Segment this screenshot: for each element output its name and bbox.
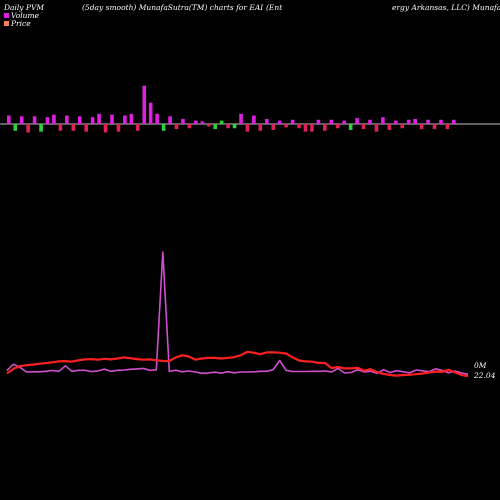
volume-bar [406,119,411,124]
volume-bar [174,124,179,130]
volume-bar [355,118,359,124]
chart-title-part2: (5day smooth) MunafaSutra(TM) charts for… [82,3,264,12]
volume-bar [439,119,443,124]
volume-bar [265,118,269,124]
volume-bar [84,124,88,132]
volume-bar [445,124,450,130]
volume-bar [232,124,237,129]
legend-swatch-volume [4,12,9,18]
volume-bar [110,114,114,124]
volume-bar [252,115,256,124]
volume-bar [316,119,321,124]
volume-bar [226,124,230,129]
volume-bar [348,124,353,130]
price-right-label: 22.04 [474,371,496,380]
chart-title-part3: (Ent [266,3,283,12]
volume-bar [97,113,101,124]
volume-bar [413,118,417,124]
volume-bar [148,102,153,124]
chart-title-part4: ergy Arkansas, LLC) MunafaSutra [392,3,500,12]
chart-title-part1: Daily PVM [4,3,45,12]
volume-bar [116,124,121,132]
volume-bar [187,124,192,129]
volume-bar [329,119,334,124]
volume-bar [65,115,69,124]
price-series-line [6,350,469,378]
volume-bar [103,124,108,133]
volume-right-label: 0M [474,361,487,370]
volume-bar [387,124,392,130]
volume-bar [297,124,301,129]
volume-bar [13,124,18,131]
volume-bar [168,116,172,124]
volume-bar [323,124,327,131]
volume-bar [219,120,224,124]
volume-bar [452,119,456,124]
legend-item-price: Price [4,18,39,28]
volume-bar [213,124,217,130]
volume-bar [155,113,159,124]
volume-bar [374,124,379,132]
volume-bar [32,116,37,124]
legend-item-volume: Volume [4,10,40,20]
volume-bar [142,85,147,124]
volume-bar [271,124,276,130]
legend-label-price: Price [11,18,31,28]
volume-bar [19,116,24,124]
volume-series-line [6,251,469,376]
volume-bar [58,124,63,131]
volume-bar [400,124,405,129]
volume-bar [239,113,243,124]
volume-bar [284,124,288,128]
volume-bar [419,124,424,130]
volume-bar [200,121,205,124]
volume-bar [381,117,385,124]
volume-bar [71,124,76,131]
volume-bar [39,124,43,132]
volume-bar [258,124,263,131]
volume-bar [303,124,308,132]
volume-bar [45,117,50,124]
volume-bar [181,118,185,124]
volume-bar [290,119,295,124]
volume-bar [361,124,366,130]
volume-bar [77,116,82,124]
volume-bar [7,115,11,124]
legend-label-volume: Volume [11,10,40,20]
volume-bar [342,120,346,124]
volume-bar [129,113,134,124]
volume-bar [426,119,430,124]
volume-bar [194,120,198,124]
volume-bar [206,124,211,127]
volume-bar [245,124,250,132]
volume-bar [310,124,314,132]
legend-swatch-price [4,20,9,26]
chart-legend: Volume Price [4,10,40,28]
volume-bar [277,120,282,124]
volume-bar [123,115,127,124]
volume-bar [90,117,95,124]
volume-bar [161,124,166,131]
volume-bar [432,124,437,130]
volume-bar [335,124,340,129]
volume-bar [368,119,372,124]
volume-bar [394,120,398,124]
volume-bar [26,124,30,133]
volume-bar [52,114,56,124]
volume-bar [136,124,140,131]
